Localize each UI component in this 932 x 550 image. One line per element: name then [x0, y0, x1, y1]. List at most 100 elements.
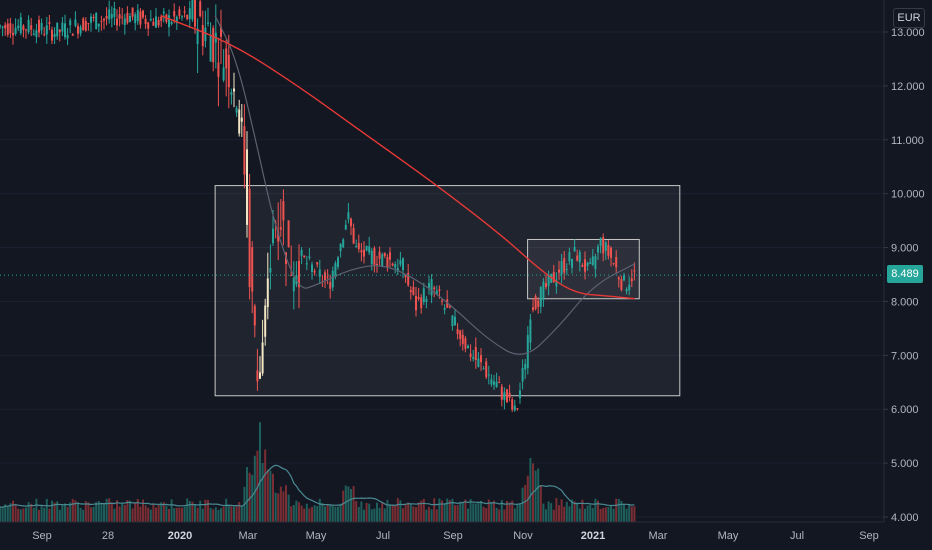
candle-body [256, 370, 259, 382]
volume-bar [160, 502, 163, 522]
volume-bar [292, 504, 295, 522]
candle-body [25, 29, 27, 31]
volume-bar [506, 500, 508, 522]
candle-body [485, 361, 488, 378]
volume-bar [383, 508, 386, 522]
volume-bar [404, 504, 407, 522]
candle-body [472, 356, 475, 359]
candle-body [300, 250, 303, 256]
currency-label[interactable]: EUR [893, 8, 925, 28]
volume-bar [300, 505, 303, 522]
volume-bar [329, 504, 332, 522]
time-axis[interactable]: Sep 28 2020 Mar May Jul Sep Nov 2021 Mar May Jul Sep [32, 530, 879, 542]
volume-bar [448, 500, 451, 522]
candle-body [467, 345, 469, 349]
volume-bar [350, 489, 352, 522]
volume-bar [417, 502, 420, 522]
volume-bar [144, 505, 147, 522]
price-tick-label: 7.000 [891, 350, 919, 362]
candle-body [134, 14, 137, 24]
volume-bar [355, 501, 358, 522]
volume-bar [558, 505, 560, 522]
volume-bar [599, 508, 602, 522]
candle-body [103, 18, 105, 21]
candle-body [152, 21, 155, 26]
candle-body [87, 23, 90, 25]
volume-bar [597, 500, 599, 522]
candle-body [386, 257, 389, 268]
candle-body [155, 16, 157, 28]
candle-body [407, 272, 410, 286]
candle-body [287, 220, 290, 248]
candle-body [513, 405, 516, 411]
candle-body [433, 287, 436, 290]
volume-bar [233, 506, 235, 522]
candle-body [329, 282, 332, 289]
volume-bar [381, 502, 384, 522]
candle-body [261, 342, 264, 374]
candle-body [425, 298, 428, 303]
candle-body [597, 246, 599, 253]
volume-bar [326, 504, 329, 522]
candle-body [441, 300, 443, 302]
time-tick-label: Nov [513, 530, 533, 542]
volume-bar [121, 502, 124, 522]
candle-body [363, 249, 365, 257]
time-tick-label: Jul [376, 530, 390, 542]
volume-bar [285, 485, 287, 522]
candle-body [495, 381, 498, 387]
candle-body [298, 260, 300, 288]
candle-body [74, 19, 77, 26]
candle-body [266, 278, 269, 308]
time-tick-label: 28 [102, 530, 114, 542]
price-tick-label: 9.000 [891, 243, 919, 255]
candle-body [420, 297, 423, 309]
candle-body [448, 305, 451, 308]
volume-bar [412, 506, 415, 522]
volume-bar [217, 509, 220, 522]
volume-bar [352, 486, 355, 522]
volume-bar [126, 500, 129, 522]
price-axis[interactable]: 13.000 12.000 11.000 10.000 9.000 8.000 7.000 6… [884, 27, 925, 524]
volume-bar [461, 502, 464, 522]
candle-body [469, 353, 472, 357]
candle-body [623, 275, 625, 281]
volume-bar [402, 508, 404, 522]
volume-bar [287, 494, 290, 522]
moving-average-long-line [160, 15, 635, 300]
candle-body [12, 32, 14, 36]
candle-body [370, 250, 373, 265]
candle-body [435, 290, 438, 295]
volume-bar [602, 508, 605, 522]
candle-body [144, 18, 147, 24]
volume-bar [493, 500, 495, 522]
candle-body [233, 88, 235, 92]
candle-body [92, 16, 95, 19]
candle-body [79, 27, 82, 34]
candle-body [344, 224, 347, 230]
candle-body [227, 54, 230, 88]
candle-body [175, 16, 178, 24]
candle-body [157, 20, 160, 26]
candle-body [51, 29, 53, 41]
volume-bar [155, 507, 157, 522]
candle-body [482, 368, 485, 370]
candle-body [207, 22, 209, 24]
volume-bar [545, 509, 547, 522]
volume-bar [503, 509, 506, 522]
candle-body [360, 250, 363, 253]
volume-bar [373, 508, 376, 522]
candle-body [376, 264, 378, 266]
candle-body [389, 252, 391, 260]
volume-bar [131, 508, 134, 522]
candle-body [204, 27, 207, 42]
volume-bar [279, 486, 282, 522]
candle-body [225, 48, 228, 69]
candle-body [532, 307, 534, 311]
candle-body [19, 17, 22, 34]
candle-body [461, 334, 464, 345]
volume-bar [578, 508, 581, 522]
volume-bar [168, 509, 170, 522]
candle-body [259, 372, 261, 379]
